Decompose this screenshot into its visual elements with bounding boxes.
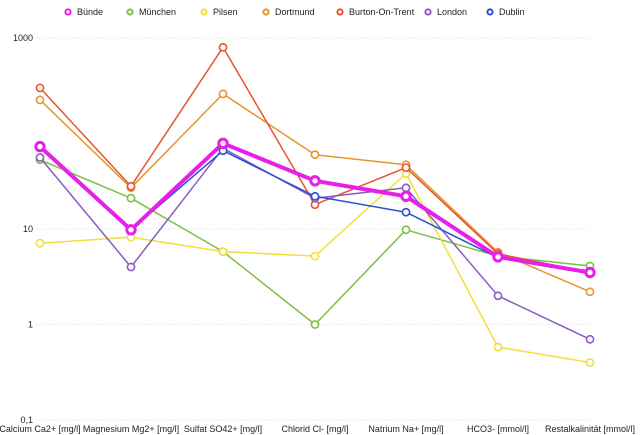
gridlines bbox=[36, 37, 590, 421]
data-point-b-nde[interactable] bbox=[309, 175, 321, 187]
x-tick-label: Magnesium Mg2+ [mg/l] bbox=[83, 424, 179, 434]
data-point-b-nde[interactable] bbox=[400, 190, 412, 203]
data-point-dublin[interactable] bbox=[310, 191, 320, 201]
legend: Bünde München Pilsen Dortmund Burton-On-Tren… bbox=[64, 7, 525, 17]
legend-marker bbox=[424, 8, 432, 16]
legend-marker bbox=[262, 8, 270, 16]
x-tick-label: Natrium Na+ [mg/l] bbox=[368, 424, 443, 434]
x-tick-label: Calcium Ca2+ [mg/l] bbox=[0, 424, 81, 434]
data-point-dortmund[interactable] bbox=[585, 287, 595, 297]
data-point-m-nchen[interactable] bbox=[401, 225, 411, 235]
x-tick-label: Chlorid Cl- [mg/l] bbox=[281, 424, 348, 434]
data-point-pilsen[interactable] bbox=[310, 251, 320, 261]
y-tick-label: 1 bbox=[28, 320, 33, 330]
data-point-burton-on-trent[interactable] bbox=[401, 163, 411, 172]
data-point-pilsen[interactable] bbox=[493, 342, 503, 352]
legend-marker bbox=[200, 8, 208, 16]
x-axis: Calcium Ca2+ [mg/l] Magnesium Mg2+ [mg/l]… bbox=[0, 424, 635, 434]
legend-label: London bbox=[437, 7, 467, 17]
legend-label: Burton-On-Trent bbox=[349, 7, 415, 17]
legend-marker bbox=[336, 8, 344, 16]
legend-label: Dublin bbox=[499, 7, 525, 17]
data-point-dortmund[interactable] bbox=[218, 89, 228, 99]
series-pilsen bbox=[35, 169, 595, 367]
x-tick-label: Restalkalinität [mmol/l] bbox=[545, 424, 635, 434]
legend-label: München bbox=[139, 7, 176, 17]
series-burton-on-trent bbox=[35, 42, 595, 277]
data-point-burton-on-trent[interactable] bbox=[126, 181, 136, 191]
data-point-b-nde[interactable] bbox=[34, 140, 46, 153]
data-point-london[interactable] bbox=[493, 291, 503, 301]
data-point-dortmund[interactable] bbox=[310, 150, 320, 160]
legend-item-pilsen[interactable]: Pilsen bbox=[200, 7, 238, 17]
data-point-london[interactable] bbox=[401, 183, 411, 193]
data-point-b-nde[interactable] bbox=[492, 251, 504, 263]
data-point-b-nde[interactable] bbox=[584, 266, 596, 279]
data-point-dublin[interactable] bbox=[401, 207, 411, 217]
data-point-burton-on-trent[interactable] bbox=[35, 83, 45, 93]
data-point-dortmund[interactable] bbox=[35, 95, 45, 105]
legend-label: Bünde bbox=[77, 7, 103, 17]
legend-label: Pilsen bbox=[213, 7, 238, 17]
series-b-nde bbox=[34, 137, 596, 279]
y-axis: 0,1 1 10 1000 bbox=[13, 33, 33, 425]
x-tick-label: HCO3- [mmol/l] bbox=[467, 424, 529, 434]
y-tick-label: 10 bbox=[23, 224, 33, 234]
legend-item-burton-on-trent[interactable]: Burton-On-Trent bbox=[336, 7, 415, 17]
series-layer bbox=[34, 42, 596, 367]
y-tick-label: 0,1 bbox=[20, 415, 33, 425]
data-point-burton-on-trent[interactable] bbox=[218, 42, 228, 52]
data-point-london[interactable] bbox=[35, 153, 45, 162]
data-point-pilsen[interactable] bbox=[585, 358, 595, 367]
legend-marker bbox=[486, 8, 494, 16]
data-point-pilsen[interactable] bbox=[35, 238, 45, 248]
data-point-b-nde[interactable] bbox=[125, 224, 137, 236]
legend-item-dortmund[interactable]: Dortmund bbox=[262, 7, 315, 17]
series-line-burton-on-trent bbox=[39, 46, 591, 274]
legend-marker bbox=[64, 8, 72, 16]
data-point-london[interactable] bbox=[126, 262, 136, 272]
legend-item-dublin[interactable]: Dublin bbox=[486, 7, 525, 17]
x-tick-label: Sulfat SO42+ [mg/l] bbox=[184, 424, 262, 434]
legend-item-london[interactable]: London bbox=[424, 7, 467, 17]
data-point-london[interactable] bbox=[585, 334, 595, 344]
data-point-m-nchen[interactable] bbox=[310, 320, 320, 329]
legend-item-b-nde[interactable]: Bünde bbox=[64, 7, 103, 17]
data-point-pilsen[interactable] bbox=[218, 247, 228, 256]
legend-item-m-nchen[interactable]: München bbox=[126, 7, 176, 17]
y-tick-label: 1000 bbox=[13, 33, 33, 43]
legend-marker bbox=[126, 8, 134, 16]
data-point-m-nchen[interactable] bbox=[126, 193, 136, 203]
legend-label: Dortmund bbox=[275, 7, 315, 17]
data-point-b-nde[interactable] bbox=[217, 137, 229, 150]
